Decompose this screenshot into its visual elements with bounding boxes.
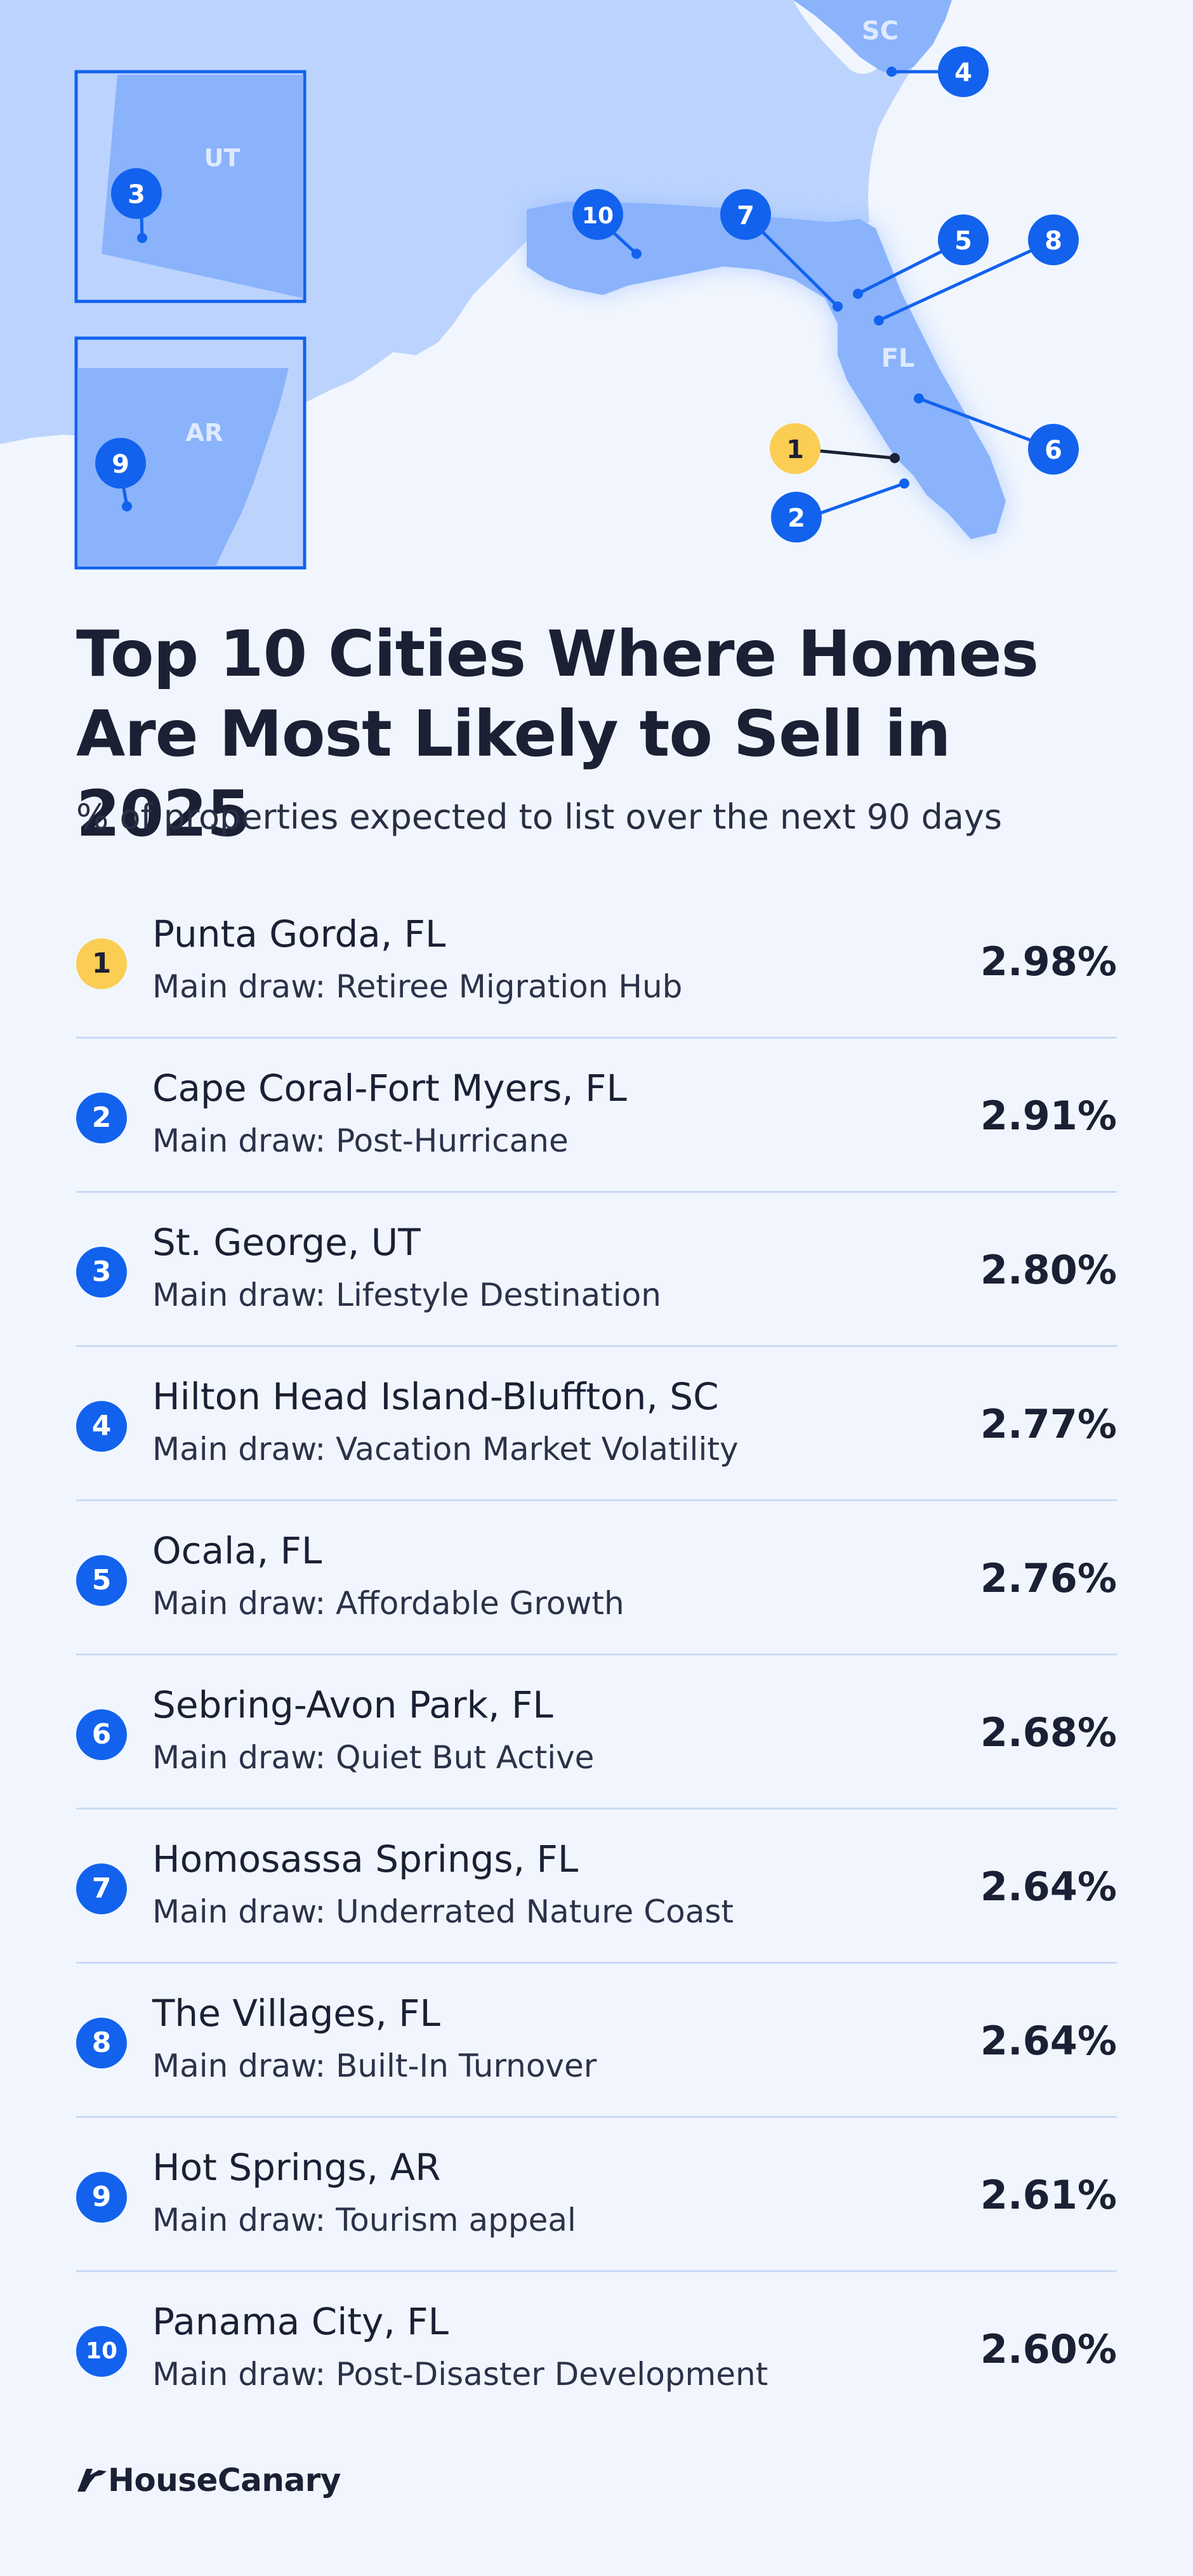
percentage-value: 2.64% [980,2018,1117,2064]
list-item: 10 Panama City, FL Main draw: Post-Disaste… [76,2272,1117,2426]
main-draw-label: Main draw: Post-Hurricane [152,1122,569,1159]
percentage-value: 2.76% [980,1555,1117,1601]
map-marker-3: 3 [111,168,162,219]
map-marker-2: 2 [771,492,822,542]
city-name: Homosassa Springs, FL [152,1837,579,1881]
list-item: 4 Hilton Head Island-Bluffton, SC Main dra… [76,1347,1117,1501]
main-draw-label: Main draw: Retiree Migration Hub [152,968,683,1005]
list-item: 7 Homosassa Springs, FL Main draw: Underra… [76,1810,1117,1964]
main-draw-label: Main draw: Tourism appeal [152,2202,576,2238]
fl-state-label: FL [881,344,915,373]
list-item: 6 Sebring-Avon Park, FL Main draw: Quiet B… [76,1655,1117,1810]
svg-text:8: 8 [1045,227,1062,256]
main-draw-label: Main draw: Built-In Turnover [152,2047,597,2084]
florida-state [527,202,1006,539]
utah-inset: UT [74,70,306,303]
sc-state-shape [793,0,952,76]
sc-state-label: SC [862,16,899,46]
list-item: 8 The Villages, FL Main draw: Built-In Tur… [76,1964,1117,2118]
map-marker-1: 1 [770,423,821,474]
brand-logo: HouseCanary [76,2462,341,2499]
list-item: 9 Hot Springs, AR Main draw: Tourism appea… [76,2118,1117,2272]
rank-badge: 3 [76,1247,127,1298]
map-marker-10: 10 [572,189,623,240]
arkansas-inset: AR [74,336,306,570]
percentage-value: 2.98% [980,938,1117,985]
svg-text:2: 2 [788,504,805,533]
city-name: Sebring-Avon Park, FL [152,1683,553,1726]
map-marker-9: 9 [95,438,146,489]
map-marker-6: 6 [1028,424,1079,475]
ranking-list: 1 Punta Gorda, FL Main draw: Retiree Migra… [76,884,1117,2426]
svg-text:10: 10 [582,203,614,229]
marker-dots [122,67,924,511]
main-draw-label: Main draw: Affordable Growth [152,1585,624,1622]
percentage-value: 2.77% [980,1401,1117,1447]
main-draw-label: Main draw: Lifestyle Destination [152,1277,661,1313]
percentage-value: 2.91% [980,1093,1117,1139]
ut-state-label: UT [204,144,241,172]
percentage-value: 2.80% [980,1247,1117,1293]
list-item: 5 Ocala, FL Main draw: Affordable Growth 2.… [76,1501,1117,1655]
map-marker-4: 4 [938,46,989,97]
main-draw-label: Main draw: Vacation Market Volatility [152,1431,739,1468]
housecanary-bird-icon [77,2469,107,2492]
rank-badge: 10 [76,2326,127,2377]
rank-badge: 1 [76,938,127,989]
svg-text:3: 3 [128,180,145,209]
rank-badge: 5 [76,1555,127,1606]
svg-text:6: 6 [1045,436,1062,465]
rank-badge: 2 [76,1093,127,1143]
map-marker-7: 7 [720,189,771,240]
city-name: Hilton Head Island-Bluffton, SC [152,1375,719,1418]
city-name: Ocala, FL [152,1529,322,1572]
percentage-value: 2.68% [980,1709,1117,1756]
svg-text:5: 5 [954,227,972,256]
map-marker-8: 8 [1028,214,1079,265]
marker-dot-1 [890,453,900,463]
city-name: St. George, UT [152,1221,421,1264]
rank-badge: 8 [76,2018,127,2068]
rank-badge: 6 [76,1709,127,1760]
city-name: Cape Coral-Fort Myers, FL [152,1067,627,1110]
svg-text:1: 1 [786,435,804,464]
list-item: 1 Punta Gorda, FL Main draw: Retiree Migra… [76,884,1117,1039]
city-name: Panama City, FL [152,2300,449,2343]
main-draw-label: Main draw: Underrated Nature Coast [152,1893,734,1930]
rank-badge: 9 [76,2172,127,2223]
list-item: 2 Cape Coral-Fort Myers, FL Main draw: Pos… [76,1039,1117,1193]
city-name: Punta Gorda, FL [152,912,446,956]
svg-text:4: 4 [954,58,972,88]
svg-text:9: 9 [112,450,129,479]
brand-name: HouseCanary [108,2462,341,2499]
map-marker-5: 5 [938,214,989,265]
percentage-value: 2.60% [980,2326,1117,2372]
main-draw-label: Main draw: Post-Disaster Development [152,2356,768,2393]
rank-badge: 7 [76,1863,127,1914]
main-draw-label: Main draw: Quiet But Active [152,1739,595,1776]
chart-title: Top 10 Cities Where Homes Are Most Likel… [76,617,1039,851]
ar-state-label: AR [186,419,223,447]
percentage-value: 2.61% [980,2172,1117,2218]
rank-badge: 4 [76,1401,127,1452]
city-name: The Villages, FL [152,1992,440,2035]
percentage-value: 2.64% [980,1863,1117,1910]
svg-text:7: 7 [737,201,755,230]
chart-subtitle: % of properties expected to list over th… [76,797,1003,837]
list-item: 3 St. George, UT Main draw: Lifestyle Dest… [76,1193,1117,1347]
city-name: Hot Springs, AR [152,2146,441,2189]
location-map: SC FL UT AR [0,0,1079,570]
